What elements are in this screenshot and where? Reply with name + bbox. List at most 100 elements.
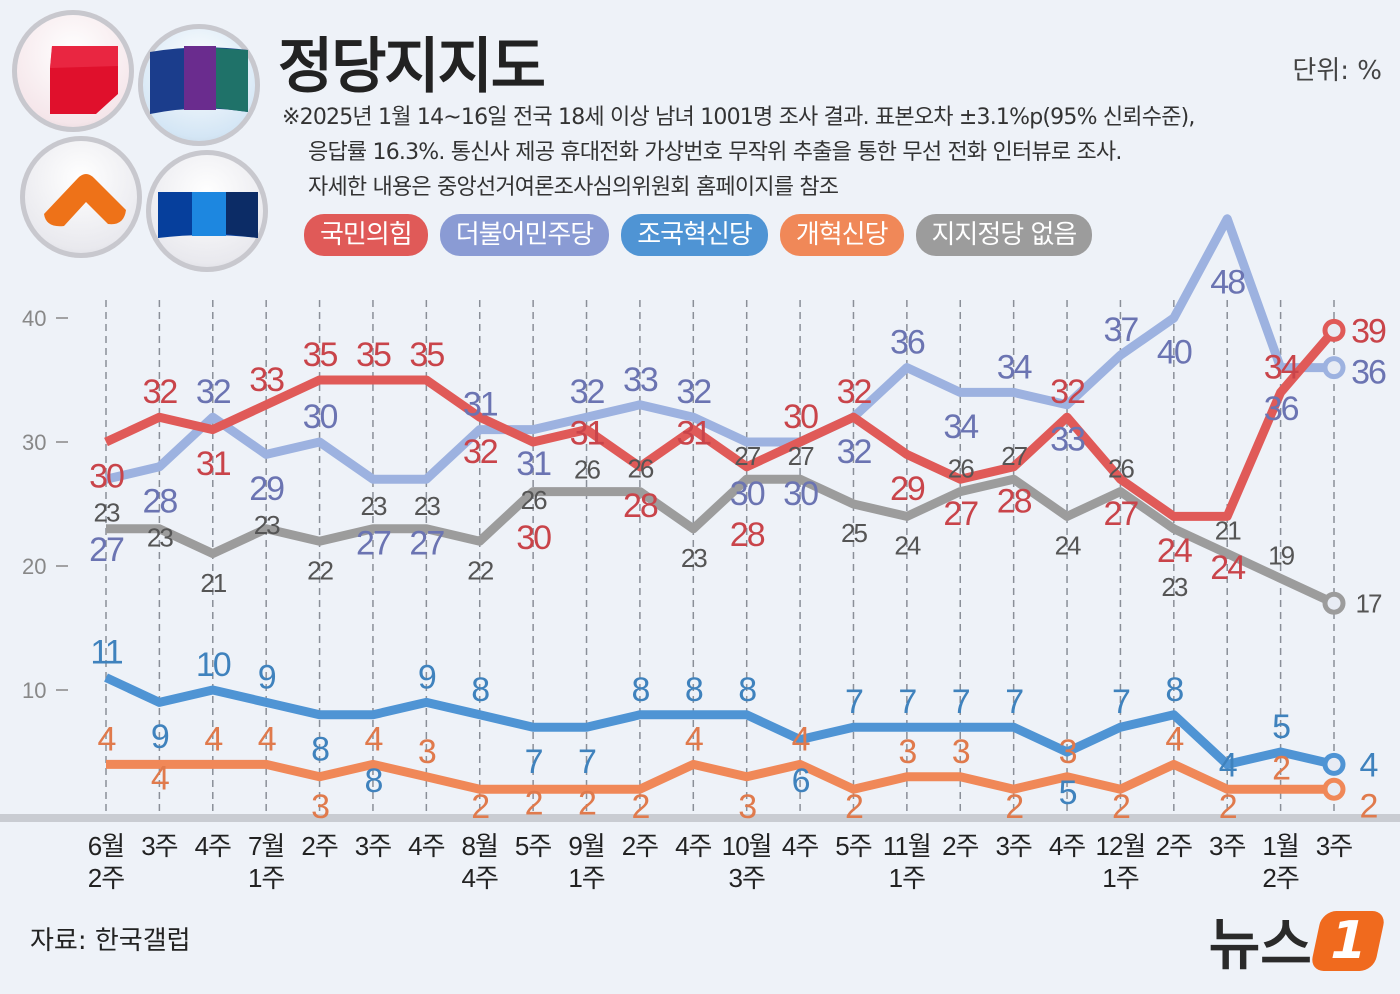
x-tick-label: 3주 [995,831,1031,861]
data-label: 2 [1360,788,1378,826]
data-label: 23 [1161,572,1187,602]
data-label: 26 [948,454,974,484]
data-label: 8 [685,671,703,709]
data-label: 3 [311,788,329,826]
x-tick-label: 3주 [1209,831,1245,861]
data-label: 28 [997,482,1032,520]
data-label: 30 [303,398,338,436]
data-label: 40 [1157,334,1192,372]
data-label: 7 [952,683,970,721]
series-line-2 [104,673,1336,769]
data-label: 31 [196,445,231,483]
x-axis-band [0,814,1400,822]
data-label: 22 [307,555,333,585]
data-label: 27 [356,524,391,562]
x-tick-label: 2주 [301,831,337,861]
data-label: 35 [356,336,391,374]
data-label: 30 [516,519,551,557]
data-label: 3 [418,733,436,771]
x-tick-label: 1월 [1262,831,1298,861]
legend-item-rkp: 조국혁신당 [621,214,768,256]
x-tick-label: 2주 [88,863,124,893]
data-label: 32 [463,433,498,471]
data-label: 2 [525,784,543,822]
data-label: 5 [1059,774,1077,812]
data-label: 23 [414,491,440,521]
x-tick-label: 1주 [568,863,604,893]
x-tick-label: 2주 [1156,831,1192,861]
data-label: 27 [1001,441,1027,471]
data-label: 31 [516,445,551,483]
data-label: 2 [1272,749,1290,787]
series-end-marker-4 [1322,591,1346,615]
x-tick-label: 4주 [675,831,711,861]
data-label: 8 [738,671,756,709]
data-label: 27 [1104,495,1139,533]
democratic-party-logo [138,24,260,146]
data-label: 32 [142,373,177,411]
x-tick-label: 2주 [622,831,658,861]
data-label: 32 [570,373,605,411]
data-label: 23 [254,510,280,540]
data-label: 22 [467,555,493,585]
data-label: 2 [471,788,489,826]
survey-note: ※2025년 1월 14~16일 전국 18세 이상 남녀 1001명 조사 결… [282,100,1195,205]
data-label: 28 [730,516,765,554]
data-label: 19 [1268,540,1294,570]
data-label: 26 [521,485,547,515]
x-tick-label: 4주 [195,831,231,861]
data-label: 4 [1165,720,1183,758]
series-end-marker-3 [1322,777,1346,801]
data-label: 7 [1112,683,1130,721]
data-label: 30 [89,458,124,496]
data-label: 31 [676,415,711,453]
data-label: 4 [98,720,116,758]
unit-label: 단위: % [1292,56,1382,86]
data-label: 31 [570,415,605,453]
data-label: 27 [788,441,814,471]
data-label: 8 [311,730,329,768]
x-tick-label: 3주 [355,831,391,861]
rebuilding-korea-party-logo [146,150,268,272]
data-label: 29 [890,470,925,508]
data-label: 27 [409,524,444,562]
data-label: 33 [249,361,284,399]
x-tick-label: 4주 [1049,831,1085,861]
news1-logo: 뉴스 1 [1209,900,1387,981]
data-label: 34 [1264,348,1299,386]
x-tick-label: 7월 [248,831,284,861]
data-label: 9 [258,658,276,696]
series-end-marker-2 [1322,752,1346,776]
data-label: 32 [196,373,231,411]
y-tick-label: 40 [22,306,46,331]
data-label: 7 [898,683,916,721]
y-tick-label: 10 [22,678,46,703]
data-label: 8 [1165,671,1183,709]
data-label: 35 [409,336,444,374]
data-label: 32 [1050,373,1085,411]
data-label: 10 [196,646,231,684]
page-title: 정당지지도 [278,32,546,102]
data-label: 30 [783,475,818,513]
x-tick-label: 12월 [1096,831,1146,861]
data-label: 27 [734,441,760,471]
y-tick-label: 20 [22,554,46,579]
x-tick-label: 4주 [782,831,818,861]
data-label: 30 [730,475,765,513]
legend-item-reform: 개혁신당 [779,214,904,256]
legend: 국민의힘 더불어민주당 조국혁신당 개혁신당 지지정당 없음 [304,214,1093,256]
legend-item-none: 지지정당 없음 [915,214,1093,256]
x-tick-label: 10월 [722,831,772,861]
x-tick-label: 5주 [515,831,551,861]
note-line: ※2025년 1월 14~16일 전국 18세 이상 남녀 1001명 조사 결… [282,105,1195,130]
data-label: 7 [578,743,596,781]
data-label: 32 [676,373,711,411]
data-label: 26 [574,455,600,485]
data-label: 27 [89,531,124,569]
data-label: 35 [303,336,338,374]
data-label: 6 [792,762,810,800]
data-label: 33 [623,361,658,399]
data-label: 4 [1360,746,1378,784]
x-tick-label: 1주 [248,863,284,893]
